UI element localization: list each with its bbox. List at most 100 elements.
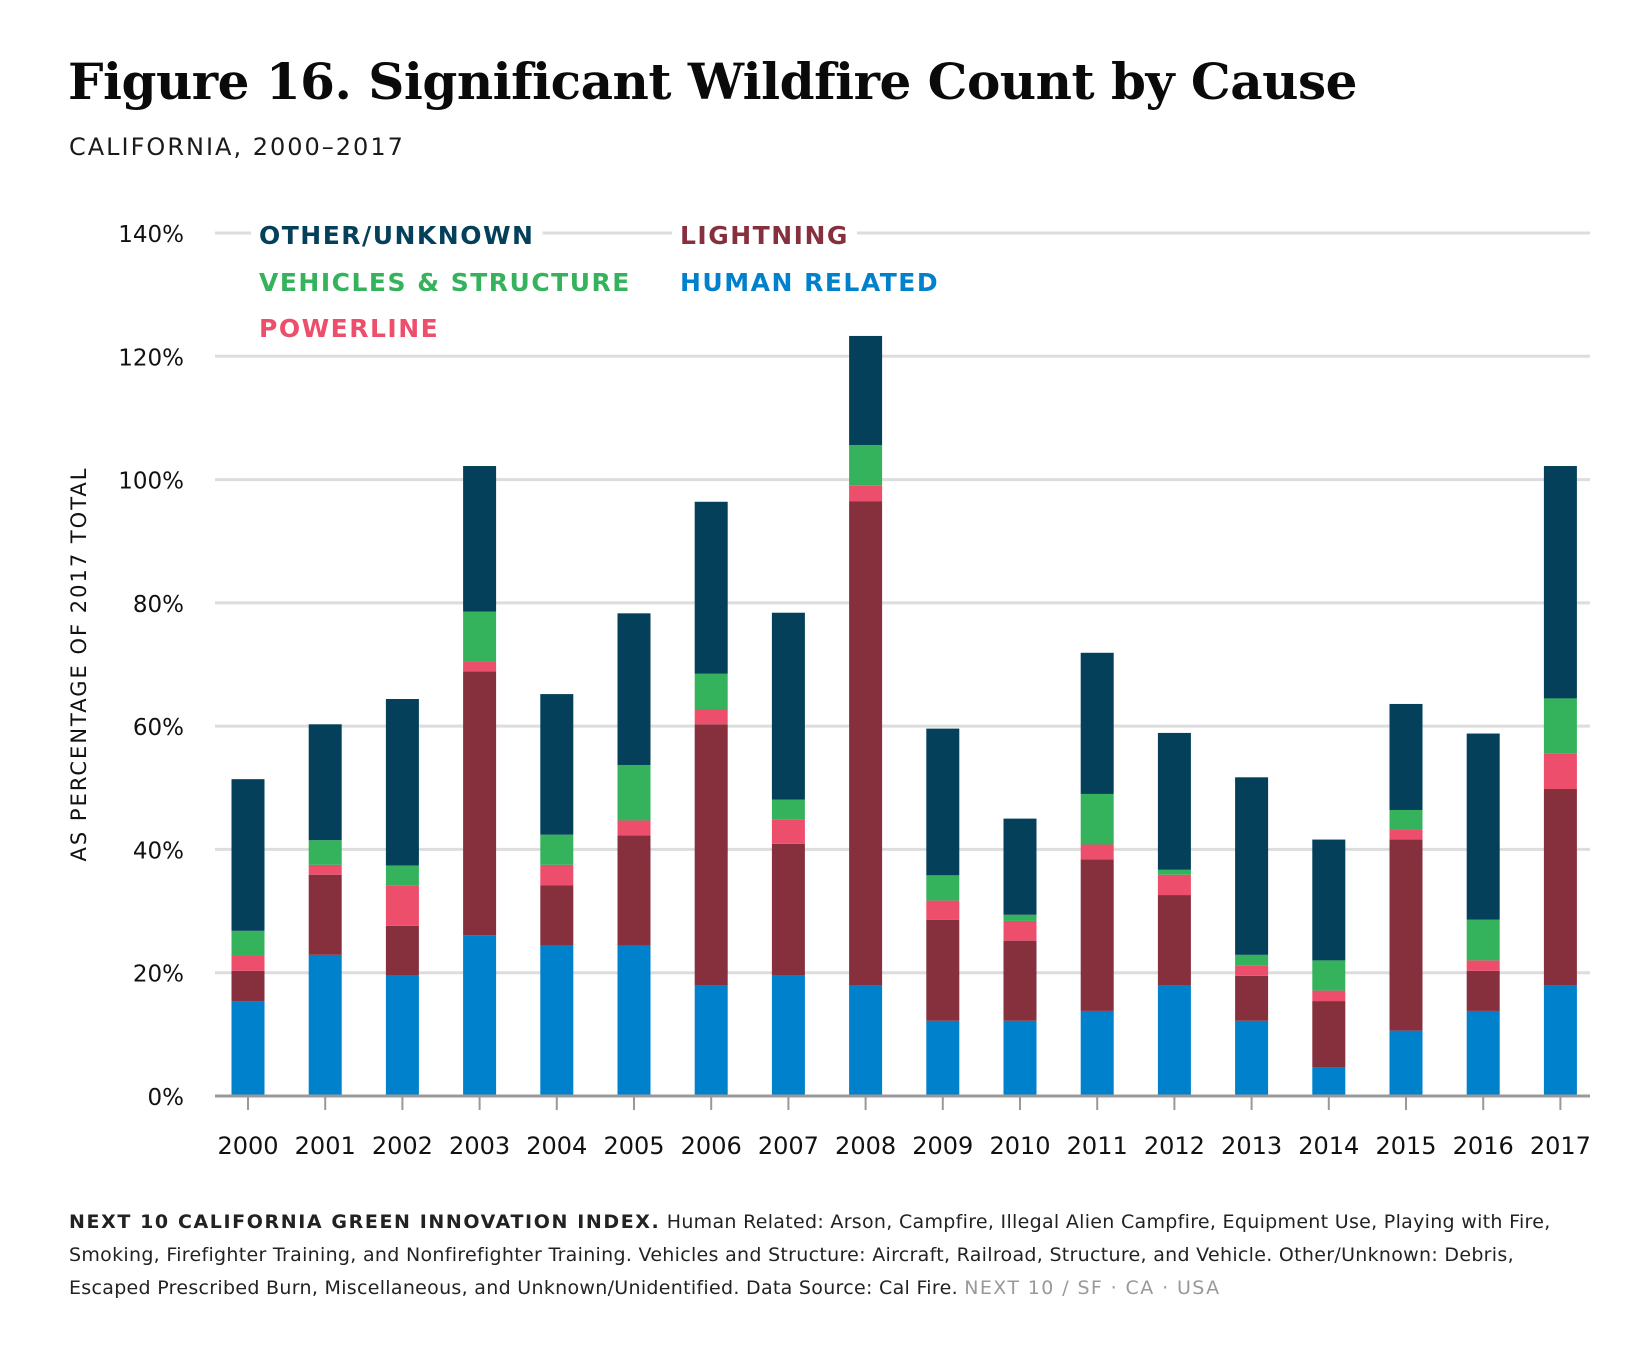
legend-backing (251, 219, 543, 252)
bar-segment-other-unknown-2012 (1157, 732, 1191, 870)
source-credit: NEXT 10 / SF · CA · USA (964, 1277, 1221, 1299)
bar-segment-vehicles-structure-2016 (1466, 919, 1500, 961)
source-lead: NEXT 10 CALIFORNIA GREEN INNOVATION INDE… (69, 1211, 661, 1233)
bar-segment-lightning-2008 (849, 501, 883, 986)
legend-item-lightning: LIGHTNING (680, 221, 849, 250)
bar-segment-powerline-2014 (1312, 990, 1346, 1002)
bar-segment-lightning-2001 (308, 874, 342, 955)
bar-segment-powerline-2013 (1235, 965, 1269, 976)
bar-segment-human-related-2007 (771, 975, 805, 1096)
stacked-bar-chart: 0% 20% 40% 60% 80% 100% 120% 140% AS PERCENTAGE … (67, 219, 1591, 1160)
bar-segment-vehicles-structure-2005 (617, 764, 651, 821)
bar-segment-human-related-2003 (463, 935, 497, 1096)
x-tick-label: 2017 (1530, 1132, 1591, 1160)
bar-segment-other-unknown-2004 (540, 694, 574, 835)
chart-subtitle: CALIFORNIA, 2000–2017 (69, 133, 405, 161)
bar-segment-vehicles-structure-2013 (1235, 954, 1269, 966)
y-axis-title: AS PERCENTAGE OF 2017 TOTAL (67, 467, 91, 862)
bar-segment-lightning-2017 (1543, 789, 1577, 986)
bar-segment-human-related-2002 (385, 975, 419, 1096)
legend-backing (251, 266, 639, 299)
bar-segment-other-unknown-2006 (694, 501, 728, 674)
bar-segment-powerline-2006 (694, 709, 728, 725)
bar-segment-powerline-2003 (463, 661, 497, 672)
x-tick-label: 2009 (912, 1132, 973, 1160)
x-tick-label: 2014 (1298, 1132, 1359, 1160)
x-tick-label: 2004 (526, 1132, 587, 1160)
bar-segment-vehicles-structure-2011 (1080, 793, 1114, 845)
bar-segment-powerline-2009 (926, 900, 960, 920)
x-tick-label: 2000 (217, 1132, 278, 1160)
bar-segment-lightning-2003 (463, 671, 497, 936)
legend-backing (251, 312, 448, 345)
y-tick-label: 120% (118, 345, 184, 371)
bar-segment-vehicles-structure-2001 (308, 840, 342, 865)
bar-segment-powerline-2000 (231, 955, 265, 971)
legend-item-vehicles-structure: VEHICLES & STRUCTURE (259, 268, 631, 297)
bar-segment-lightning-2015 (1389, 839, 1423, 1031)
x-tick-label: 2003 (449, 1132, 510, 1160)
bar-segment-powerline-2001 (308, 864, 342, 875)
bar-segment-powerline-2007 (771, 819, 805, 844)
bar-segment-other-unknown-2010 (1003, 818, 1037, 915)
bar-segment-other-unknown-2003 (463, 466, 497, 612)
bar-segment-other-unknown-2000 (231, 779, 265, 931)
x-tick-label: 2007 (758, 1132, 819, 1160)
bar-segment-vehicles-structure-2009 (926, 875, 960, 901)
bar-segment-vehicles-structure-2015 (1389, 809, 1423, 830)
x-tick-label: 2001 (295, 1132, 356, 1160)
bar-segment-human-related-2004 (540, 945, 574, 1096)
bar-segment-other-unknown-2016 (1466, 733, 1500, 920)
bar-segment-powerline-2017 (1543, 753, 1577, 790)
bar-segment-human-related-2015 (1389, 1030, 1423, 1096)
bar-segment-powerline-2016 (1466, 960, 1500, 971)
bar-segment-powerline-2010 (1003, 920, 1037, 941)
bar-segment-vehicles-structure-2003 (463, 611, 497, 662)
bar-segment-powerline-2011 (1080, 844, 1114, 860)
bar-segment-lightning-2009 (926, 919, 960, 1021)
y-tick-label: 140% (118, 222, 184, 248)
bar-segment-human-related-2008 (849, 985, 883, 1096)
bar-segment-lightning-2005 (617, 835, 651, 946)
bar-segment-other-unknown-2015 (1389, 703, 1423, 810)
bar-segment-lightning-2004 (540, 885, 574, 946)
bar-segment-powerline-2004 (540, 864, 574, 886)
y-tick-label: 100% (118, 469, 184, 495)
bar-segment-human-related-2005 (617, 945, 651, 1096)
bar-segment-vehicles-structure-2012 (1157, 869, 1191, 875)
bar-segment-other-unknown-2009 (926, 728, 960, 876)
bar-segment-other-unknown-2005 (617, 613, 651, 765)
bar-segment-other-unknown-2017 (1543, 466, 1577, 699)
legend-backing (672, 219, 857, 252)
bar-segment-vehicles-structure-2008 (849, 445, 883, 486)
bar-segment-lightning-2002 (385, 925, 419, 976)
bar-segment-vehicles-structure-2017 (1543, 698, 1577, 754)
bar-segment-other-unknown-2013 (1235, 777, 1269, 955)
x-tick-label: 2008 (835, 1132, 896, 1160)
bar-segment-vehicles-structure-2004 (540, 834, 574, 865)
bar-segment-lightning-2000 (231, 970, 265, 1002)
x-tick-label: 2011 (1067, 1132, 1128, 1160)
bar-segment-vehicles-structure-2014 (1312, 960, 1346, 991)
x-tick-label: 2016 (1453, 1132, 1514, 1160)
bar-segment-vehicles-structure-2007 (771, 799, 805, 820)
y-tick-label: 80% (133, 592, 184, 618)
bar-segment-other-unknown-2011 (1080, 652, 1114, 794)
x-tick-label: 2013 (1221, 1132, 1282, 1160)
y-tick-label: 0% (148, 1085, 185, 1111)
bar-segment-vehicles-structure-2006 (694, 673, 728, 710)
bar-segment-human-related-2014 (1312, 1067, 1346, 1096)
legend-item-other-unknown: OTHER/UNKNOWN (259, 221, 534, 250)
bar-segment-powerline-2012 (1157, 874, 1191, 896)
legend-item-powerline: POWERLINE (259, 314, 439, 343)
bar-segment-other-unknown-2014 (1312, 839, 1346, 961)
source-note: NEXT 10 CALIFORNIA GREEN INNOVATION INDE… (69, 1206, 1589, 1305)
x-tick-label: 2015 (1375, 1132, 1436, 1160)
bar-segment-powerline-2002 (385, 885, 419, 926)
bar-segment-human-related-2011 (1080, 1010, 1114, 1096)
legend-backing (672, 266, 948, 299)
bar-segment-other-unknown-2007 (771, 612, 805, 800)
bar-segment-powerline-2015 (1389, 829, 1423, 840)
bar-segment-lightning-2010 (1003, 940, 1037, 1021)
bar-segment-vehicles-structure-2002 (385, 865, 419, 886)
